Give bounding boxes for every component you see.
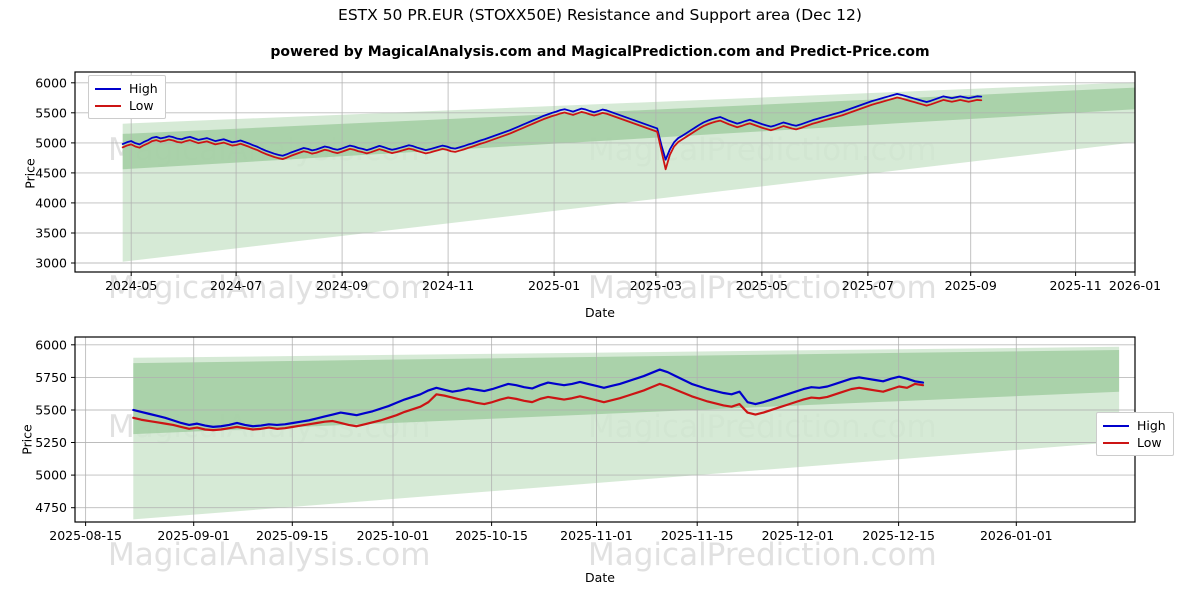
x-tick-label: 2025-08-15: [49, 528, 122, 543]
support-resistance-inner-band: [122, 87, 1135, 170]
x-tick-label: 2025-11-15: [661, 528, 734, 543]
plot-frame: [74, 71, 1136, 273]
top-chart-x-axis-label: Date: [585, 305, 615, 320]
watermark: MagicalPrediction.com: [588, 537, 937, 573]
legend-swatch-low: [95, 104, 121, 107]
legend-label-high: High: [1137, 418, 1166, 433]
support-resistance-inner-band: [133, 350, 1120, 435]
legend-label-low: Low: [129, 98, 154, 113]
x-tick-label: 2026-01: [1109, 278, 1161, 293]
series-line-high: [121, 93, 983, 161]
x-tick-label: 2024-07: [210, 278, 262, 293]
y-tick-label: 5500: [35, 105, 67, 120]
x-tick-label: 2025-05: [736, 278, 788, 293]
series-line-low: [132, 382, 925, 432]
watermark: MagicalAnalysis.com: [108, 270, 430, 306]
series-line-high: [132, 368, 925, 428]
legend-swatch-high: [95, 87, 121, 90]
legend-item-high: High: [1103, 417, 1166, 434]
x-tick-label: 2025-12-01: [762, 528, 835, 543]
legend-item-low: Low: [95, 97, 158, 114]
top-chart-y-axis-label: Price: [22, 158, 38, 189]
x-tick-label: 2025-09: [945, 278, 997, 293]
x-tick-label: 2024-09: [316, 278, 368, 293]
x-tick-label: 2025-11: [1049, 278, 1101, 293]
y-tick-label: 5750: [35, 370, 67, 385]
bottom-chart-legend: High Low: [1096, 412, 1174, 456]
x-tick-label: 2026-01-01: [980, 528, 1053, 543]
top-chart: MagicalAnalysis.com MagicalPrediction.com…: [35, 71, 1161, 306]
bottom-chart: MagicalAnalysis.com MagicalPrediction.com…: [35, 336, 1136, 573]
y-tick-label: 6000: [35, 337, 67, 352]
y-tick-label: 5000: [35, 468, 67, 483]
legend-item-low: Low: [1103, 434, 1166, 451]
y-tick-label: 6000: [35, 75, 67, 90]
page-title: ESTX 50 PR.EUR (STOXX50E) Resistance and…: [338, 6, 862, 24]
x-tick-label: 2025-03: [630, 278, 682, 293]
y-tick-label: 4000: [35, 195, 67, 210]
legend-item-high: High: [95, 80, 158, 97]
x-tick-label: 2024-11: [422, 278, 474, 293]
x-tick-label: 2025-01: [528, 278, 580, 293]
top-chart-legend: High Low: [88, 75, 166, 119]
x-tick-label: 2025-10-15: [455, 528, 528, 543]
y-tick-label: 5000: [35, 135, 67, 150]
legend-swatch-low: [1103, 441, 1129, 444]
x-tick-label: 2025-11-01: [560, 528, 633, 543]
bottom-chart-y-axis-label: Price: [19, 424, 35, 455]
y-tick-label: 3500: [35, 226, 67, 241]
y-tick-label: 5250: [35, 435, 67, 450]
page-subtitle: powered by MagicalAnalysis.com and Magic…: [270, 44, 930, 60]
legend-swatch-high: [1103, 424, 1129, 427]
watermark: MagicalAnalysis.com: [108, 537, 430, 573]
y-tick-label: 5500: [35, 403, 67, 418]
legend-label-high: High: [129, 81, 158, 96]
x-tick-label: 2025-12-15: [862, 528, 935, 543]
x-tick-label: 2025-09-15: [256, 528, 329, 543]
bottom-chart-x-axis-label: Date: [585, 570, 615, 585]
legend-label-low: Low: [1137, 435, 1162, 450]
y-tick-label: 4500: [35, 165, 67, 180]
y-tick-label: 3000: [35, 256, 67, 271]
y-tick-label: 4750: [35, 500, 67, 515]
x-tick-label: 2024-05: [105, 278, 157, 293]
x-tick-label: 2025-07: [842, 278, 894, 293]
series-line-low: [121, 96, 983, 171]
x-tick-label: 2025-09-01: [157, 528, 230, 543]
x-tick-label: 2025-10-01: [357, 528, 430, 543]
